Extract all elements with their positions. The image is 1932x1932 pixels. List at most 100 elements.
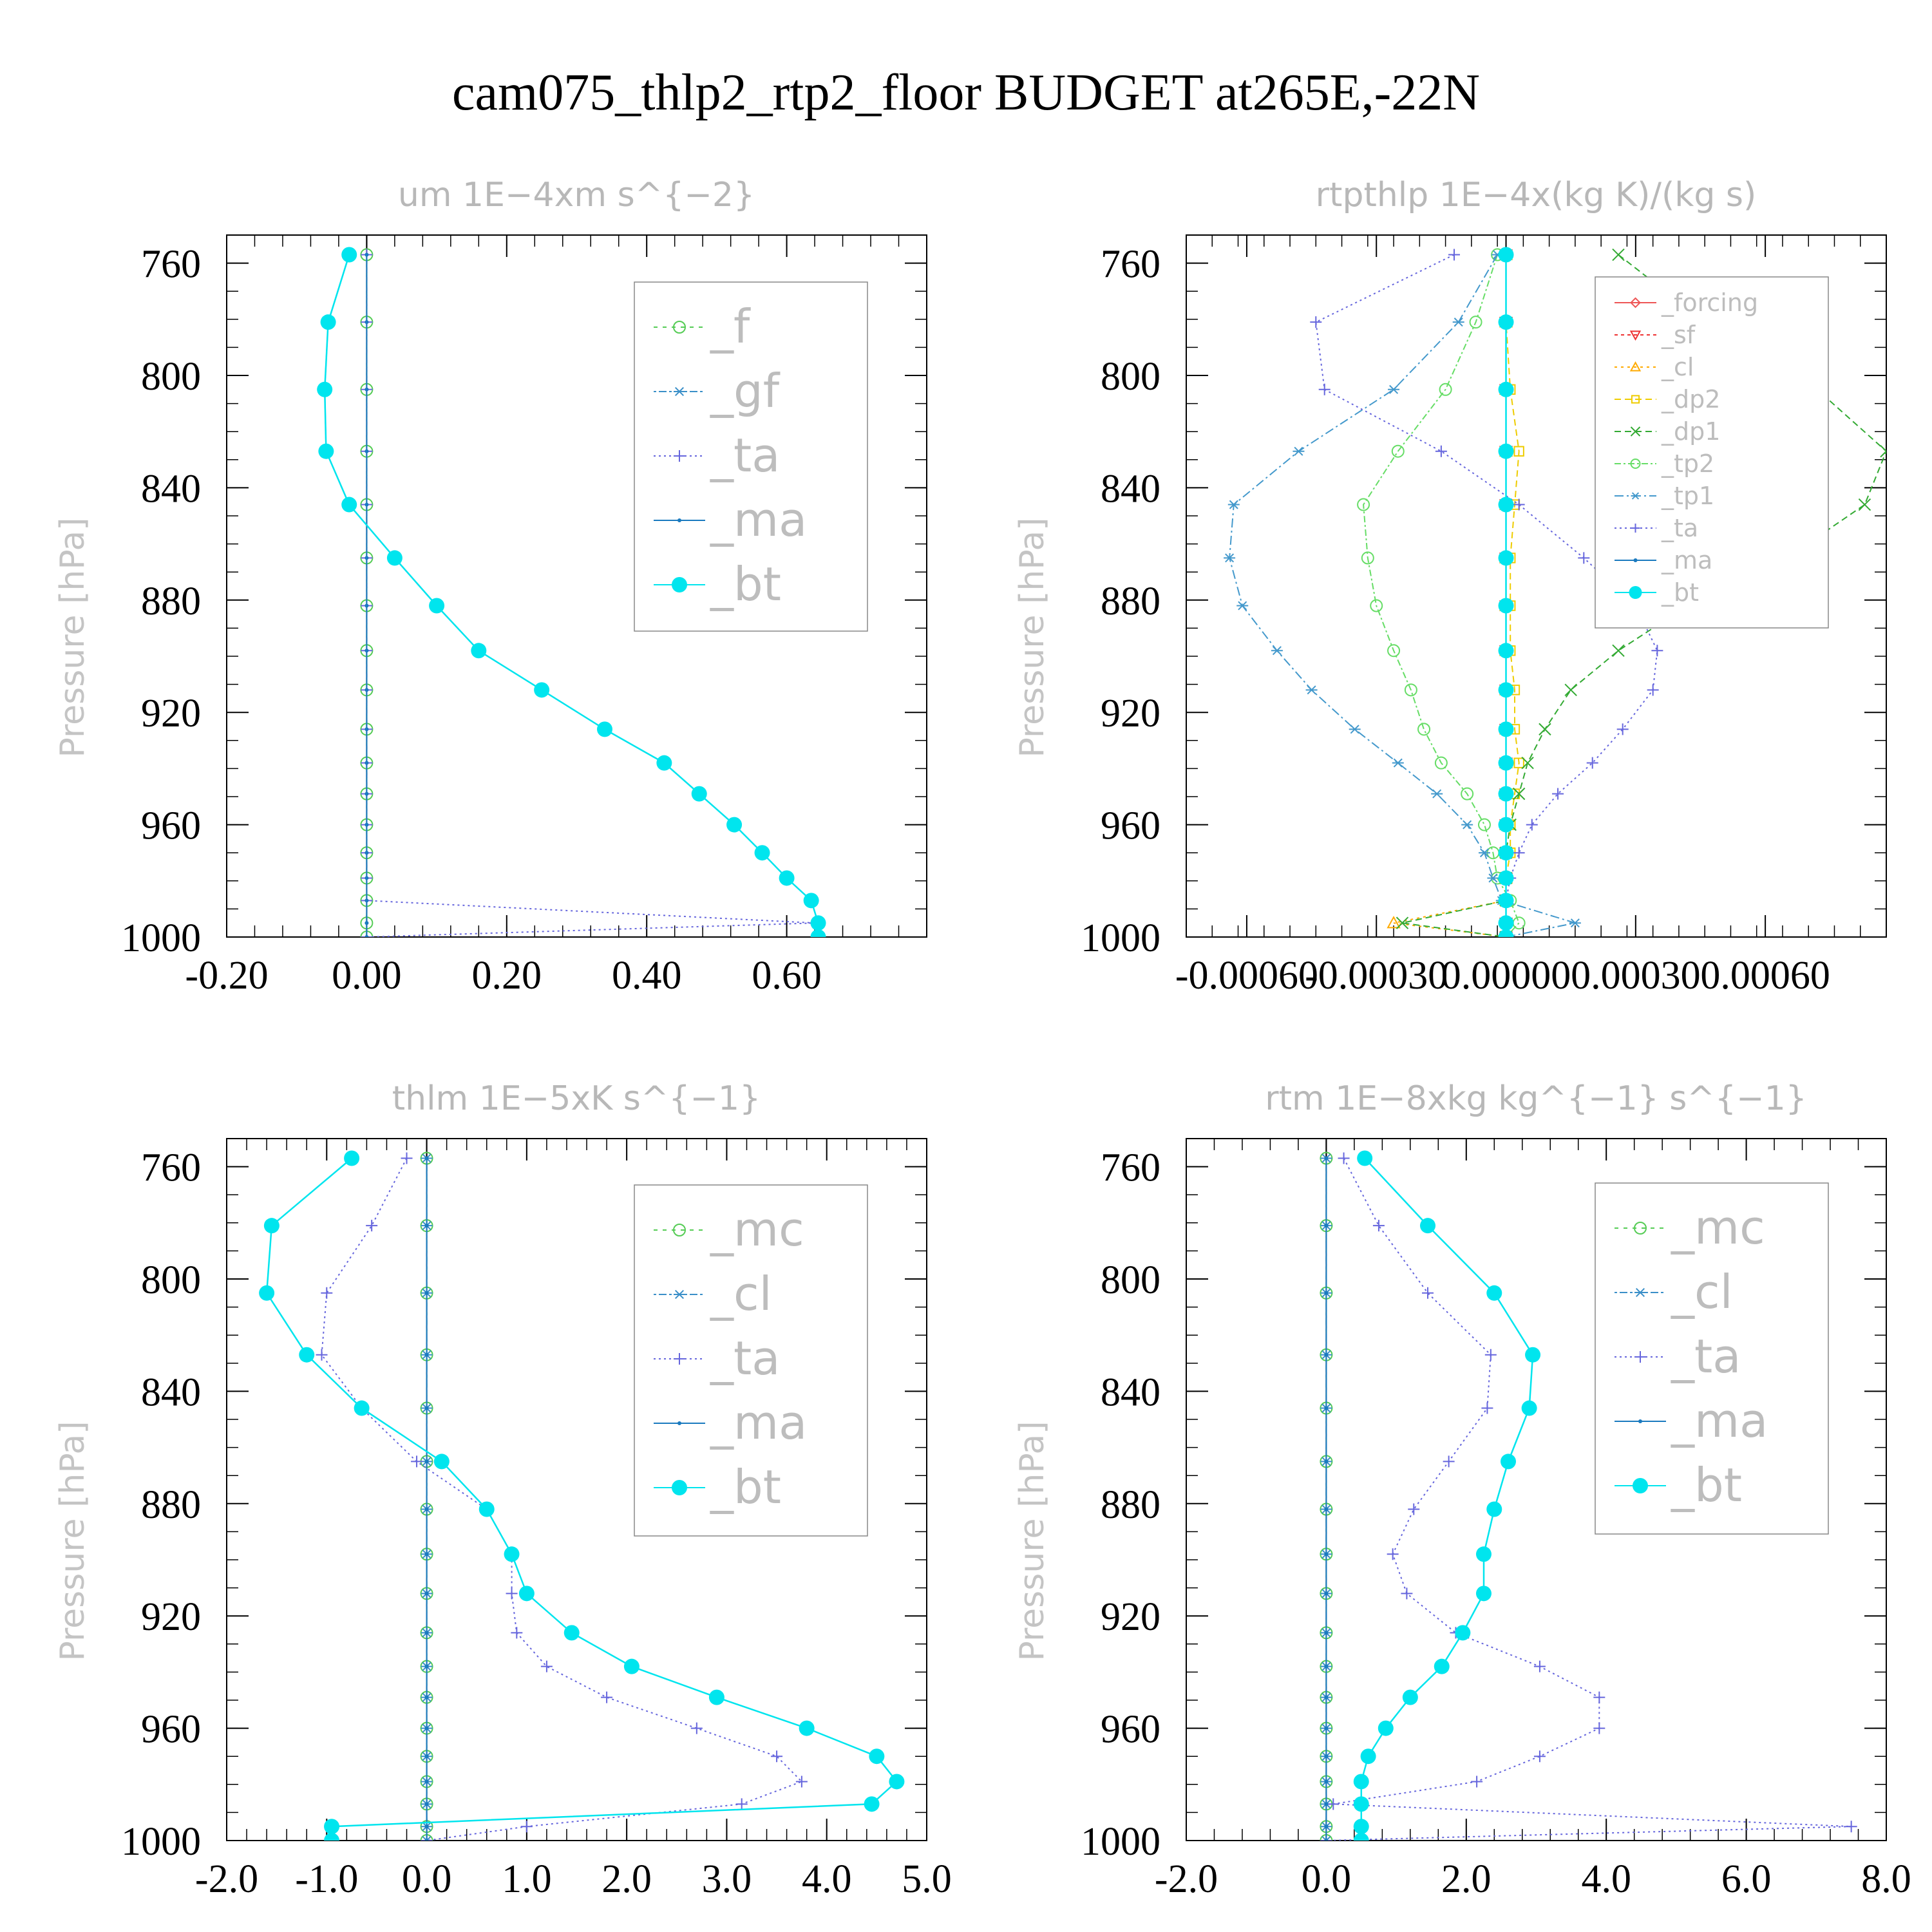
marker-circle: [1512, 916, 1526, 930]
marker-circle: [1387, 644, 1401, 658]
marker-dot: [365, 898, 369, 903]
marker-star: [1224, 553, 1236, 563]
y-tick-label: 1000: [1081, 916, 1160, 960]
x-tick-label: 8.0: [1861, 1857, 1911, 1901]
marker-filled: [754, 845, 770, 861]
marker-plus: [401, 1152, 413, 1164]
marker-filled: [1420, 1218, 1436, 1234]
panel-title: rtm 1E−8xkg kg^{−1} s^{−1}: [1265, 1079, 1807, 1118]
x-tick-label: 3.0: [702, 1857, 752, 1901]
plot-frame: [226, 234, 927, 938]
plot-area: [1224, 247, 1886, 937]
marker-star: [1227, 500, 1240, 509]
x-tick-label: -2.0: [195, 1857, 258, 1901]
marker-plus: [1471, 1776, 1483, 1788]
marker-plus: [1435, 445, 1447, 457]
marker-filled: [1498, 870, 1514, 886]
series-line: [1505, 254, 1520, 937]
marker-dot: [1324, 1406, 1329, 1410]
marker-dot: [365, 502, 369, 507]
marker-filled: [534, 682, 550, 698]
series-dp2: [1501, 249, 1524, 937]
marker-filled: [691, 786, 707, 802]
marker-filled: [478, 1501, 495, 1517]
marker-plus: [1533, 1750, 1546, 1763]
marker-plus: [520, 1821, 533, 1833]
series-cl: [1387, 247, 1513, 937]
marker-dot: [424, 1802, 429, 1806]
marker-cross: [1630, 426, 1641, 437]
marker-filled: [656, 755, 672, 771]
marker-star: [1349, 724, 1361, 734]
chart-panel-4: rtm 1E−8xkg kg^{−1} s^{−1} Pressure [hPa]…: [1013, 1079, 1911, 1901]
marker-filled: [1498, 845, 1514, 861]
legend-label: _ma: [1671, 1394, 1768, 1448]
marker-circle: [1434, 756, 1448, 770]
series-bt: [259, 1150, 905, 1841]
marker-dot: [1324, 1352, 1329, 1357]
marker-plus: [1484, 1349, 1497, 1361]
marker-star: [1392, 758, 1404, 768]
marker-dot: [424, 1552, 429, 1557]
marker-star: [1487, 873, 1499, 883]
marker-dot: [365, 252, 369, 257]
panel-title: rtpthlp 1E−4x(kg K)/(kg s): [1316, 176, 1757, 214]
x-tick-label: 1.0: [502, 1857, 552, 1901]
marker-circle: [1439, 383, 1452, 396]
y-tick-label: 920: [141, 1595, 201, 1639]
marker-plus: [1481, 1402, 1493, 1414]
marker-filled: [1498, 755, 1514, 771]
chart-panel-1: um 1E−4xm s^{−2} Pressure [hPa] 760 800 840 8…: [53, 176, 927, 998]
y-tick-label: 880: [1101, 580, 1160, 623]
marker-star: [421, 1835, 433, 1841]
legend-label: _cl: [710, 1267, 772, 1321]
series-bt: [1353, 1150, 1541, 1841]
marker-plus: [1310, 316, 1322, 328]
marker-dot: [424, 1291, 429, 1295]
y-tick-label: 840: [141, 467, 201, 511]
y-tick-label: 960: [141, 804, 201, 848]
marker-filled: [726, 817, 743, 833]
marker-plus: [511, 1627, 523, 1639]
marker-circle: [1357, 498, 1370, 511]
series-ma: [365, 252, 369, 937]
marker-filled: [1498, 314, 1514, 330]
marker-cross: [1539, 723, 1551, 736]
marker-filled: [344, 1150, 360, 1166]
marker-plus: [1448, 249, 1461, 261]
legend-label: _bt: [1661, 578, 1699, 607]
marker-star: [1478, 848, 1490, 858]
marker-filled: [1498, 721, 1514, 737]
marker-dot: [365, 921, 369, 925]
marker-dot: [365, 791, 369, 796]
plot-area: [259, 1150, 905, 1841]
x-tick-label: -1.0: [295, 1857, 358, 1901]
marker-dot: [1324, 1552, 1329, 1557]
marker-square: [1513, 446, 1524, 457]
x-tick-label: 0.20: [472, 954, 542, 998]
y-tick-label: 760: [1101, 1146, 1160, 1190]
marker-dot: [1324, 1591, 1329, 1596]
marker-cross: [1396, 916, 1409, 929]
y-tick-label: 1000: [121, 916, 201, 960]
y-tick-label: 920: [1101, 692, 1160, 735]
x-tick-label: -2.0: [1155, 1857, 1218, 1901]
marker-filled: [1498, 682, 1514, 698]
series-line: [321, 1158, 803, 1841]
legend-label: _bt: [1671, 1458, 1742, 1512]
marker-circle: [1634, 1222, 1647, 1235]
marker-filled: [1498, 893, 1514, 909]
legend-label: _bt: [710, 557, 781, 611]
marker-filled: [1455, 1625, 1471, 1641]
legend-label: _mc: [710, 1202, 804, 1256]
marker-dot: [424, 1591, 429, 1596]
marker-filled: [354, 1400, 370, 1416]
marker-circle: [1361, 551, 1374, 565]
legend-label: _forcing: [1661, 289, 1758, 317]
marker-filled: [1434, 1658, 1450, 1674]
marker-dot: [1324, 1631, 1329, 1635]
y-tick-label: 840: [1101, 1370, 1160, 1414]
plot-frame: [1186, 1138, 1887, 1841]
marker-cross: [1612, 248, 1625, 261]
marker-dot: [424, 1224, 429, 1228]
